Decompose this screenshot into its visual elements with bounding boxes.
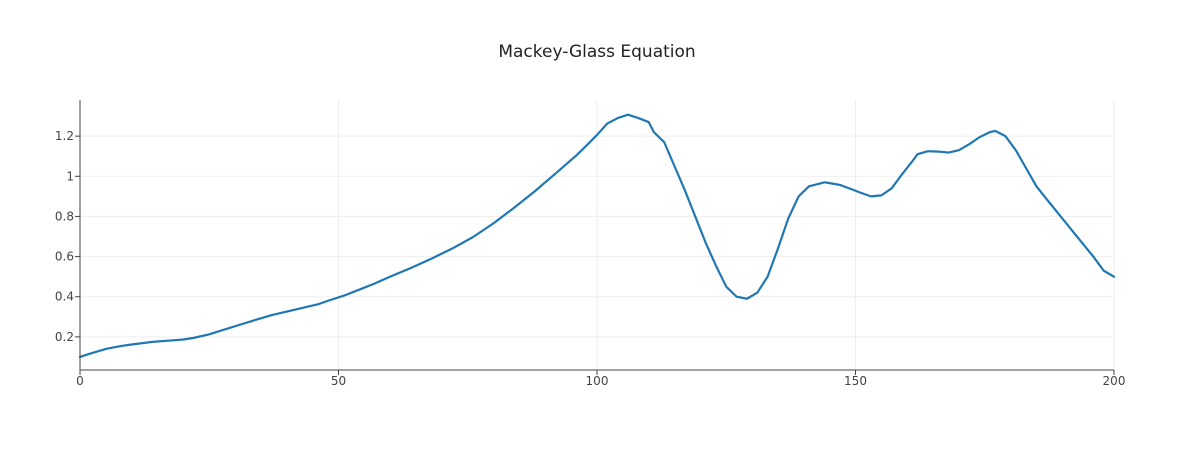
y-tick-label: 0.2 xyxy=(55,330,74,344)
chart-title: Mackey-Glass Equation xyxy=(498,42,695,62)
grid-layer xyxy=(80,100,1115,370)
series-line xyxy=(78,113,1116,359)
x-axis-ticks: 0 50 100 150 200 xyxy=(76,370,1125,388)
y-tick-label: 0.8 xyxy=(55,209,74,223)
x-tick-label: 50 xyxy=(331,374,346,388)
x-tick-label: 150 xyxy=(844,374,867,388)
series-layer xyxy=(78,113,1116,359)
y-axis-ticks: 0.2 0.4 0.6 0.8 1 1.2 xyxy=(55,129,80,344)
y-tick-label: 0.4 xyxy=(55,290,74,304)
x-tick-label: 0 xyxy=(76,374,84,388)
y-tick-label: 1 xyxy=(66,169,74,183)
x-tick-label: 100 xyxy=(586,374,609,388)
x-tick-label: 200 xyxy=(1103,374,1126,388)
y-tick-label: 0.6 xyxy=(55,250,74,264)
y-tick-label: 1.2 xyxy=(55,129,74,143)
